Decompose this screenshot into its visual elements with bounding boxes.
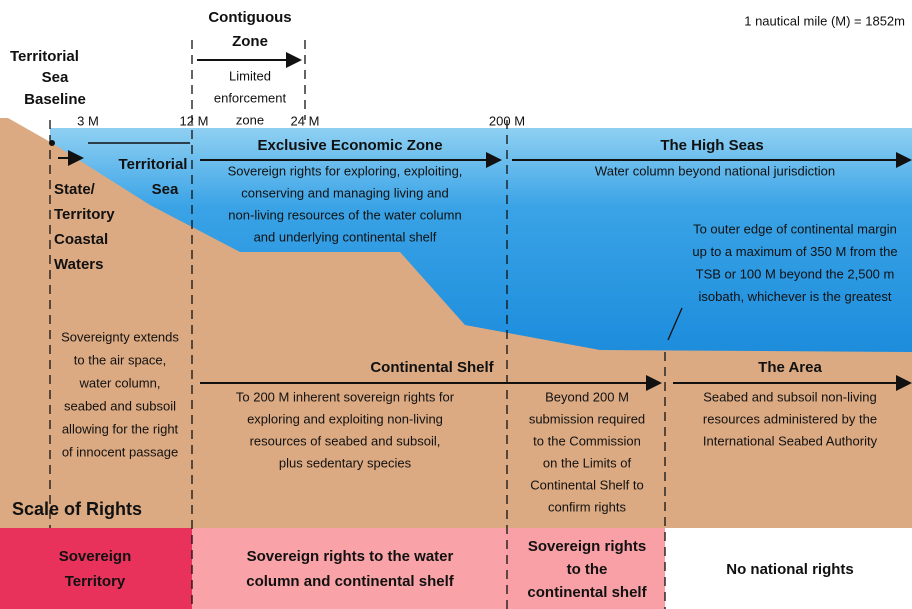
zone-desc: Limited: [229, 68, 271, 83]
zone-desc: plus sedentary species: [279, 455, 412, 470]
maritime-zones-diagram: 1 nautical mile (M) = 1852m Scale of Righ…: [0, 0, 912, 609]
zone-desc: of innocent passage: [62, 444, 178, 459]
zone-title: The High Seas: [660, 137, 763, 154]
zone-desc: conserving and managing living and: [241, 185, 448, 200]
zone-desc: submission required: [529, 411, 645, 426]
zone-title: State/: [54, 181, 96, 198]
zone-desc: Sovereign rights for exploring, exploiti…: [228, 163, 463, 178]
zone-desc: seabed and subsoil: [64, 398, 176, 413]
rights-label: Sovereign rights to the water: [247, 548, 454, 565]
rights-box: [192, 528, 507, 609]
zone-desc: Seabed and subsoil non-living: [703, 389, 876, 404]
zone-desc: enforcement: [214, 90, 287, 105]
zone-desc: allowing for the right: [62, 421, 179, 436]
zone-desc: International Seabed Authority: [703, 433, 878, 448]
zone-title: Continental Shelf: [370, 359, 494, 376]
zone-desc: to the Commission: [533, 433, 641, 448]
annotation: To outer edge of continental margin: [693, 221, 897, 236]
rights-label: Territory: [65, 573, 126, 590]
zone-desc: zone: [236, 112, 264, 127]
baseline-label: Territorial: [10, 48, 79, 65]
zone-desc: To 200 M inherent sovereign rights for: [236, 389, 455, 404]
zone-title: Territory: [54, 206, 115, 223]
rights-label: Sovereign rights: [528, 538, 646, 555]
zone-desc: exploring and exploiting non-living: [247, 411, 443, 426]
rights-label: Sovereign: [59, 548, 132, 565]
distance-label: 200 M: [489, 113, 525, 128]
distance-label: 3 M: [77, 113, 99, 128]
annotation: isobath, whichever is the greatest: [699, 289, 892, 304]
zone-desc: water column,: [79, 375, 161, 390]
zone-title: Zone: [232, 33, 268, 50]
zone-title: Exclusive Economic Zone: [257, 137, 442, 154]
rights-box: [0, 528, 192, 609]
rights-label: continental shelf: [527, 584, 647, 601]
zone-title: Waters: [54, 256, 103, 273]
rights-label: No national rights: [726, 561, 854, 578]
zone-title: Coastal: [54, 231, 108, 248]
zone-desc: Beyond 200 M: [545, 389, 629, 404]
annotation: TSB or 100 M beyond the 2,500 m: [696, 266, 895, 281]
zone-desc: Sovereignty extends: [61, 329, 179, 344]
zone-title: Sea: [152, 181, 179, 198]
scale-title: Scale of Rights: [12, 499, 142, 519]
zone-title: Territorial: [119, 156, 188, 173]
zone-desc: Water column beyond national jurisdictio…: [595, 163, 835, 178]
scale-note: 1 nautical mile (M) = 1852m: [744, 13, 905, 28]
rights-label: column and continental shelf: [246, 573, 455, 590]
rights-label: to the: [567, 561, 608, 578]
zone-desc: Continental Shelf to: [530, 477, 643, 492]
zone-desc: on the Limits of: [543, 455, 632, 470]
annotation: up to a maximum of 350 M from the: [692, 244, 897, 259]
baseline-label: Sea: [42, 69, 69, 86]
baseline-label: Baseline: [24, 91, 86, 108]
zone-desc: to the air space,: [74, 352, 167, 367]
distance-label: 24 M: [291, 113, 320, 128]
distance-label: 12 M: [180, 113, 209, 128]
zone-desc: confirm rights: [548, 499, 627, 514]
zone-desc: and underlying continental shelf: [254, 229, 437, 244]
zone-desc: resources of seabed and subsoil,: [250, 433, 441, 448]
zone-title: The Area: [758, 359, 822, 376]
zone-title: Contiguous: [208, 9, 291, 26]
zone-desc: resources administered by the: [703, 411, 877, 426]
zone-desc: non-living resources of the water column: [228, 207, 461, 222]
